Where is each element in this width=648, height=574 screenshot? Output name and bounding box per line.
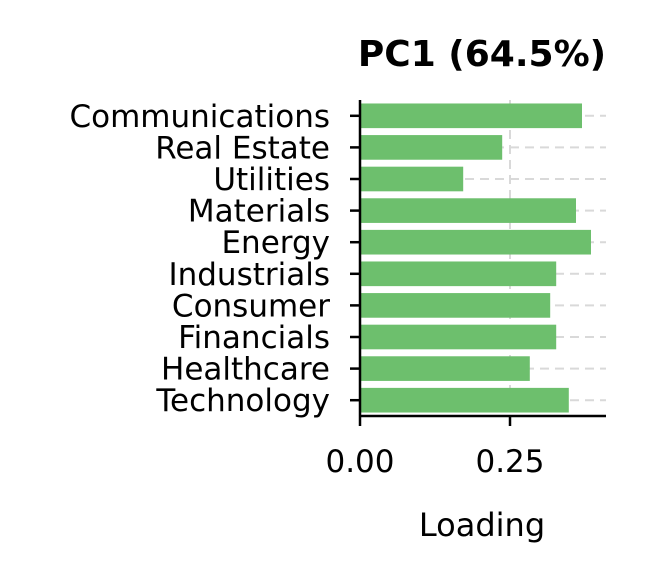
- bar-communications: [360, 103, 582, 129]
- y-tick-label: Technology: [155, 383, 330, 419]
- bar-energy: [360, 229, 591, 255]
- y-tick-label: Energy: [221, 225, 330, 261]
- bar-utilities: [360, 166, 464, 192]
- bar-real-estate: [360, 135, 503, 160]
- y-tick-label: Industrials: [168, 257, 330, 293]
- y-tick-label: Utilities: [213, 162, 330, 198]
- bar-technology: [360, 387, 569, 413]
- bar-industrials: [360, 261, 557, 287]
- y-tick-label: Real Estate: [155, 130, 330, 166]
- x-tick-label: 0.25: [475, 444, 544, 480]
- y-tick-label: Materials: [188, 194, 330, 230]
- bar-financials: [360, 324, 557, 350]
- x-axis: 0.00 0.25: [325, 414, 606, 480]
- y-tick-label: Healthcare: [161, 352, 330, 388]
- bar-consumer: [360, 293, 551, 318]
- chart-title: PC1 (64.5%): [358, 34, 606, 75]
- x-tick-label: 0.00: [325, 444, 394, 480]
- bars: [360, 103, 591, 413]
- bar-materials: [360, 198, 576, 223]
- y-tick-label: Consumer: [172, 288, 330, 324]
- x-axis-label: Loading: [419, 506, 545, 544]
- y-tick-label: Financials: [178, 320, 330, 356]
- y-tick-label: Communications: [70, 99, 331, 135]
- y-axis: TechnologyHealthcareFinancialsConsumerIn…: [70, 99, 362, 419]
- bar-healthcare: [360, 356, 530, 381]
